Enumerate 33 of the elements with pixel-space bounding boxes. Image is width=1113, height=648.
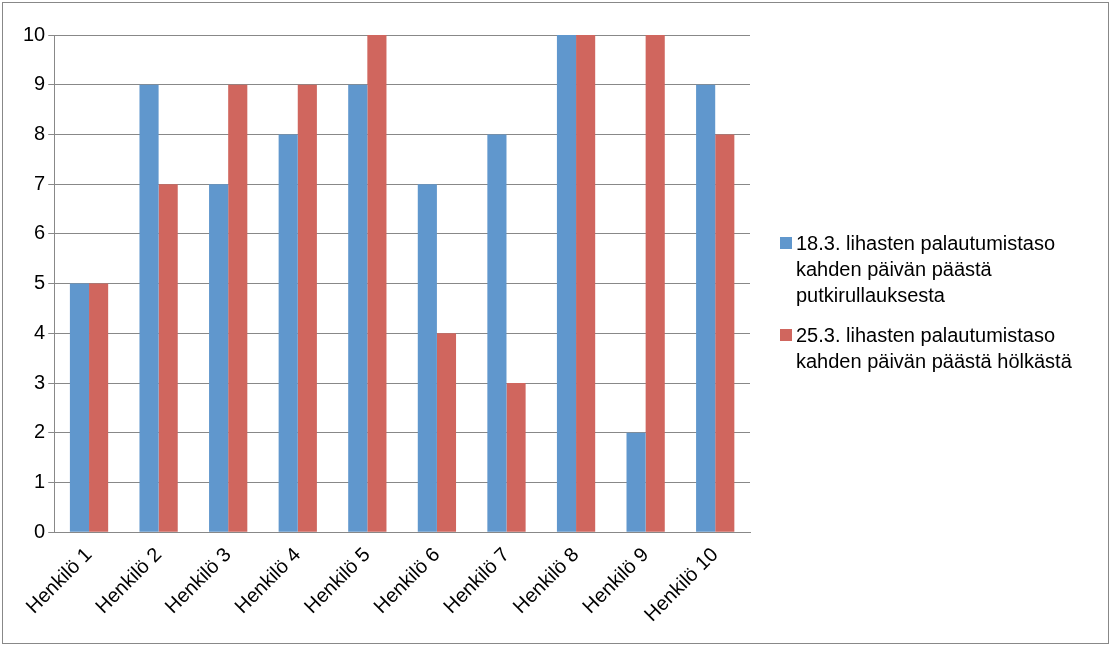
- y-tick-label: 2: [34, 420, 46, 443]
- y-tick-label: 6: [34, 221, 46, 244]
- legend-label: 25.3. lihasten palautumistaso kahden päivän päästä hölkästä: [796, 323, 1073, 374]
- y-tick-label: 5: [34, 271, 46, 294]
- bar: [556, 35, 577, 532]
- bar: [367, 35, 387, 532]
- bar: [715, 134, 735, 532]
- bar: [487, 134, 507, 532]
- legend-label: 18.3. lihasten palautumistaso kahden päivän päästä putkirullauksesta: [796, 231, 1057, 308]
- y-tick-label: 0: [34, 519, 46, 542]
- bar: [506, 383, 526, 532]
- bar: [158, 184, 178, 532]
- y-tick-label: 10: [23, 22, 46, 45]
- bar: [209, 184, 229, 532]
- bar: [576, 35, 596, 532]
- bar: [228, 84, 248, 532]
- y-tick-label: 1: [34, 470, 46, 492]
- bar: [89, 283, 109, 532]
- bar: [417, 184, 437, 532]
- bar: [626, 432, 646, 532]
- bar: [348, 84, 368, 532]
- bar: [297, 84, 317, 532]
- y-tick-label: 4: [34, 320, 46, 343]
- bar: [436, 333, 457, 532]
- y-tick-label: 9: [34, 72, 46, 95]
- y-tick-label: 8: [34, 121, 46, 144]
- bar: [696, 84, 716, 532]
- bar: [139, 84, 159, 532]
- bar: [278, 134, 298, 532]
- bar: [69, 283, 90, 532]
- bar: [645, 35, 665, 532]
- y-tick-label: 3: [34, 370, 46, 393]
- y-tick-label: 7: [34, 171, 46, 194]
